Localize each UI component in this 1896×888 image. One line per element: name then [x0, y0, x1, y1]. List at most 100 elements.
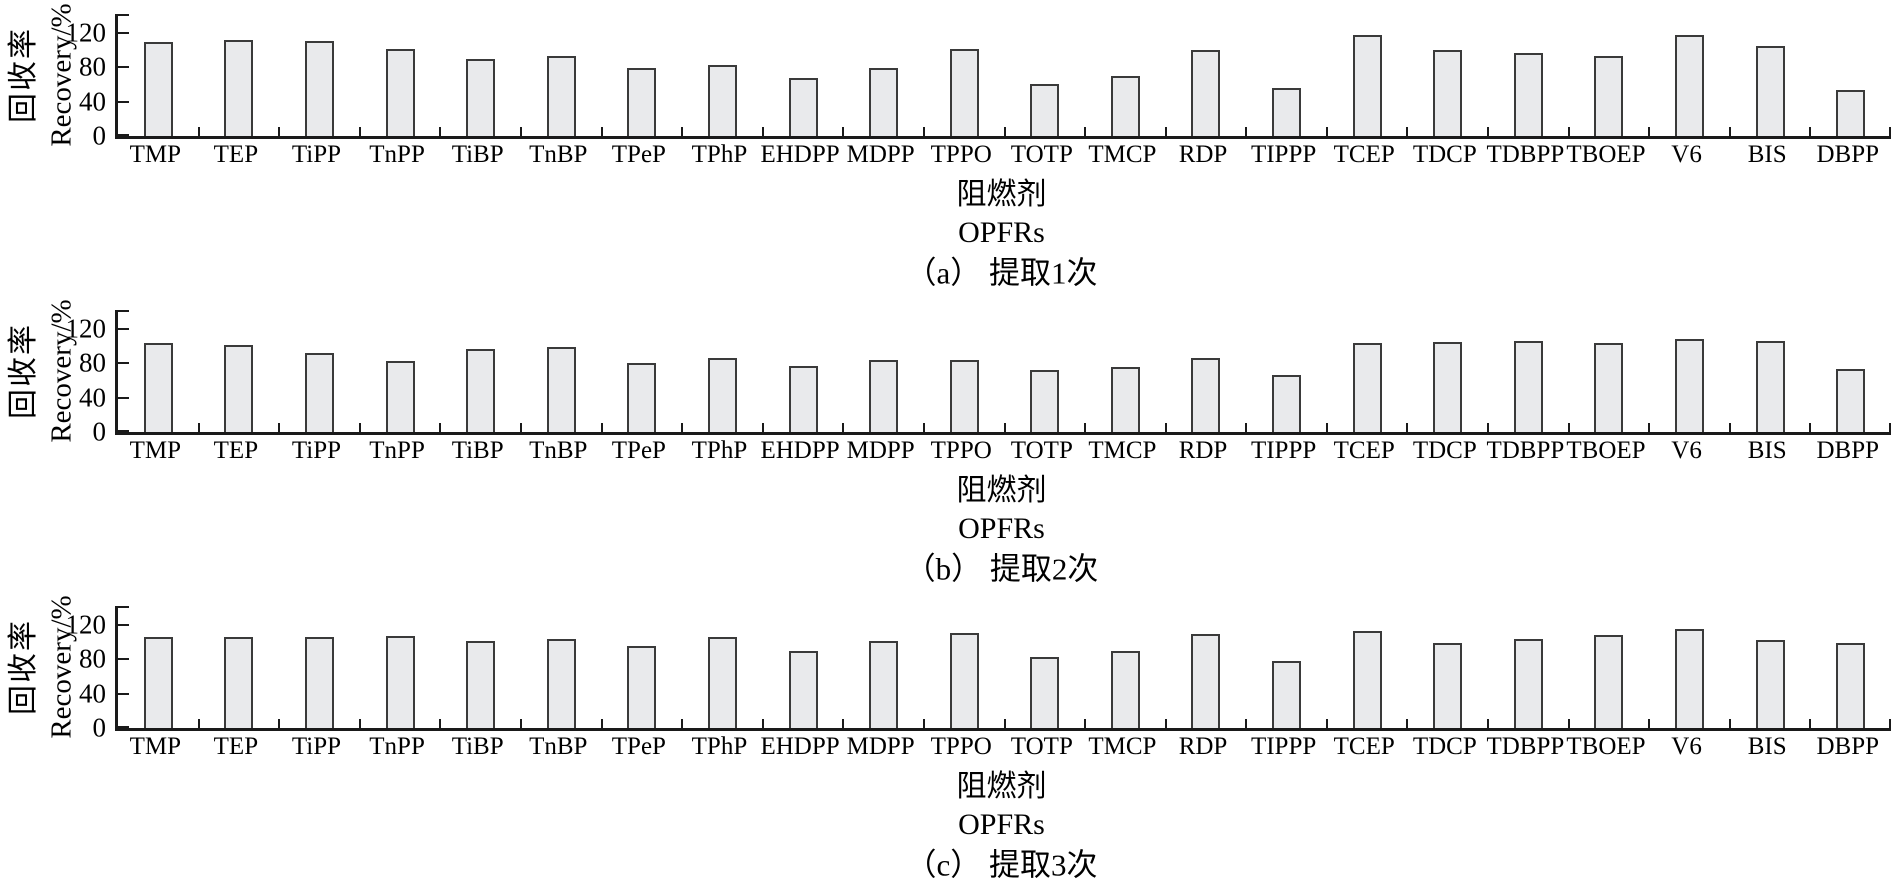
x-category-label: TiBP [451, 141, 504, 168]
x-axis-label-cn: 阻燃剂 [956, 770, 1047, 803]
bar-MDPP [869, 68, 899, 136]
x-category-label: TMCP [1088, 437, 1157, 464]
x-category-label: TDBPP [1486, 437, 1565, 464]
x-axis-tick [923, 719, 925, 728]
x-category-label: TCEP [1333, 141, 1395, 168]
x-axis-tick [923, 423, 925, 432]
x-axis-tick [439, 423, 441, 432]
x-axis-tick [1326, 127, 1328, 136]
x-category-label: TBOEP [1566, 733, 1646, 760]
x-category-label: TPeP [611, 733, 666, 760]
x-axis-tick [1326, 719, 1328, 728]
bar-TOTP [1030, 370, 1060, 432]
bar-RDP [1191, 358, 1221, 432]
bar-TPeP [627, 68, 657, 136]
x-category-label: TPhP [691, 437, 748, 464]
panel-caption-b: （b） 提取2次 [904, 551, 1099, 587]
y-tick-label: 0 [92, 416, 107, 447]
bar-TPeP [627, 646, 657, 728]
x-category-label: TMCP [1088, 141, 1157, 168]
x-category-label: TBOEP [1566, 437, 1646, 464]
y-tick-label: 120 [65, 17, 107, 48]
bar-TBOEP [1594, 56, 1624, 136]
bar-V6 [1675, 339, 1705, 432]
y-tick-label: 120 [65, 609, 107, 640]
x-category-label: V6 [1671, 437, 1702, 464]
x-axis-tick [1406, 719, 1408, 728]
x-axis-tick [1809, 719, 1811, 728]
x-category-label: TPPO [930, 733, 992, 760]
x-axis-tick [601, 423, 603, 432]
x-axis-tick [601, 719, 603, 728]
x-category-label: TnPP [369, 141, 425, 168]
x-category-label: V6 [1671, 733, 1702, 760]
x-axis-label-cn: 阻燃剂 [956, 474, 1047, 507]
bar-TEP [224, 39, 254, 136]
x-category-label: TEP [213, 141, 259, 168]
panel-caption-c: （c） 提取3次 [905, 847, 1098, 883]
x-axis-tick [842, 127, 844, 136]
bar-TDBPP [1513, 52, 1543, 136]
bar-EHDPP [788, 365, 818, 432]
bar-TnPP [385, 635, 415, 728]
x-category-label: MDPP [846, 733, 915, 760]
x-axis-label-en: OPFRs [958, 512, 1045, 545]
y-axis-end-tick [118, 606, 129, 608]
x-axis-tick [520, 719, 522, 728]
x-axis-tick [520, 423, 522, 432]
bar-TPhP [707, 358, 737, 432]
x-category-label: TOTP [1010, 141, 1073, 168]
x-axis-tick [1729, 423, 1731, 432]
x-category-label: TIPPP [1250, 141, 1317, 168]
y-tick-label: 0 [92, 120, 107, 151]
x-axis-tick [842, 719, 844, 728]
x-category-label: TiBP [451, 733, 504, 760]
bar-TBOEP [1594, 342, 1624, 432]
x-category-label: EHDPP [760, 437, 840, 464]
bar-TMP [143, 342, 173, 432]
bar-DBPP [1836, 369, 1866, 432]
x-category-label: DBPP [1816, 437, 1880, 464]
x-axis-tick [1245, 127, 1247, 136]
y-tick-label: 80 [79, 51, 106, 82]
x-category-label: TnPP [369, 733, 425, 760]
y-axis-tick [118, 726, 129, 728]
x-axis-tick [1648, 719, 1650, 728]
bar-TnBP [546, 346, 576, 432]
y-axis-end-tick [118, 310, 129, 312]
bar-TMCP [1110, 651, 1140, 728]
bar-TIPPP [1272, 87, 1302, 136]
x-axis-tick [1648, 127, 1650, 136]
bar-V6 [1675, 629, 1705, 728]
y-tick-label: 0 [92, 712, 107, 743]
x-axis-tick [1165, 719, 1167, 728]
x-category-label: TnBP [529, 733, 588, 760]
x-category-label: TDCP [1412, 141, 1477, 168]
bar-TCEP [1352, 343, 1382, 432]
bar-TPPO [949, 359, 979, 432]
bar-TCEP [1352, 630, 1382, 728]
y-tick-label: 80 [79, 643, 106, 674]
x-axis-tick [1406, 127, 1408, 136]
x-category-label: TIPPP [1250, 733, 1317, 760]
x-category-label: TiPP [291, 141, 342, 168]
x-category-label: TPPO [930, 437, 992, 464]
x-category-label: TiBP [451, 437, 504, 464]
x-axis-tick [198, 719, 200, 728]
bar-EHDPP [788, 651, 818, 728]
x-category-label: TEP [213, 733, 259, 760]
bar-V6 [1675, 35, 1705, 136]
x-axis-tick [1084, 719, 1086, 728]
bar-BIS [1755, 45, 1785, 136]
bar-BIS [1755, 640, 1785, 728]
x-category-label: TIPPP [1250, 437, 1317, 464]
x-category-label: TCEP [1333, 437, 1395, 464]
x-axis-tick [842, 423, 844, 432]
x-axis-tick [278, 423, 280, 432]
x-category-label: BIS [1747, 141, 1787, 168]
bar-TDBPP [1513, 638, 1543, 728]
bar-TiBP [466, 349, 496, 432]
panel-b: 回收率 Recovery/% 0 40 80 120 TMP TEP TiPP TnPP TiBP T… [0, 296, 1896, 592]
y-tick-label: 40 [79, 86, 106, 117]
